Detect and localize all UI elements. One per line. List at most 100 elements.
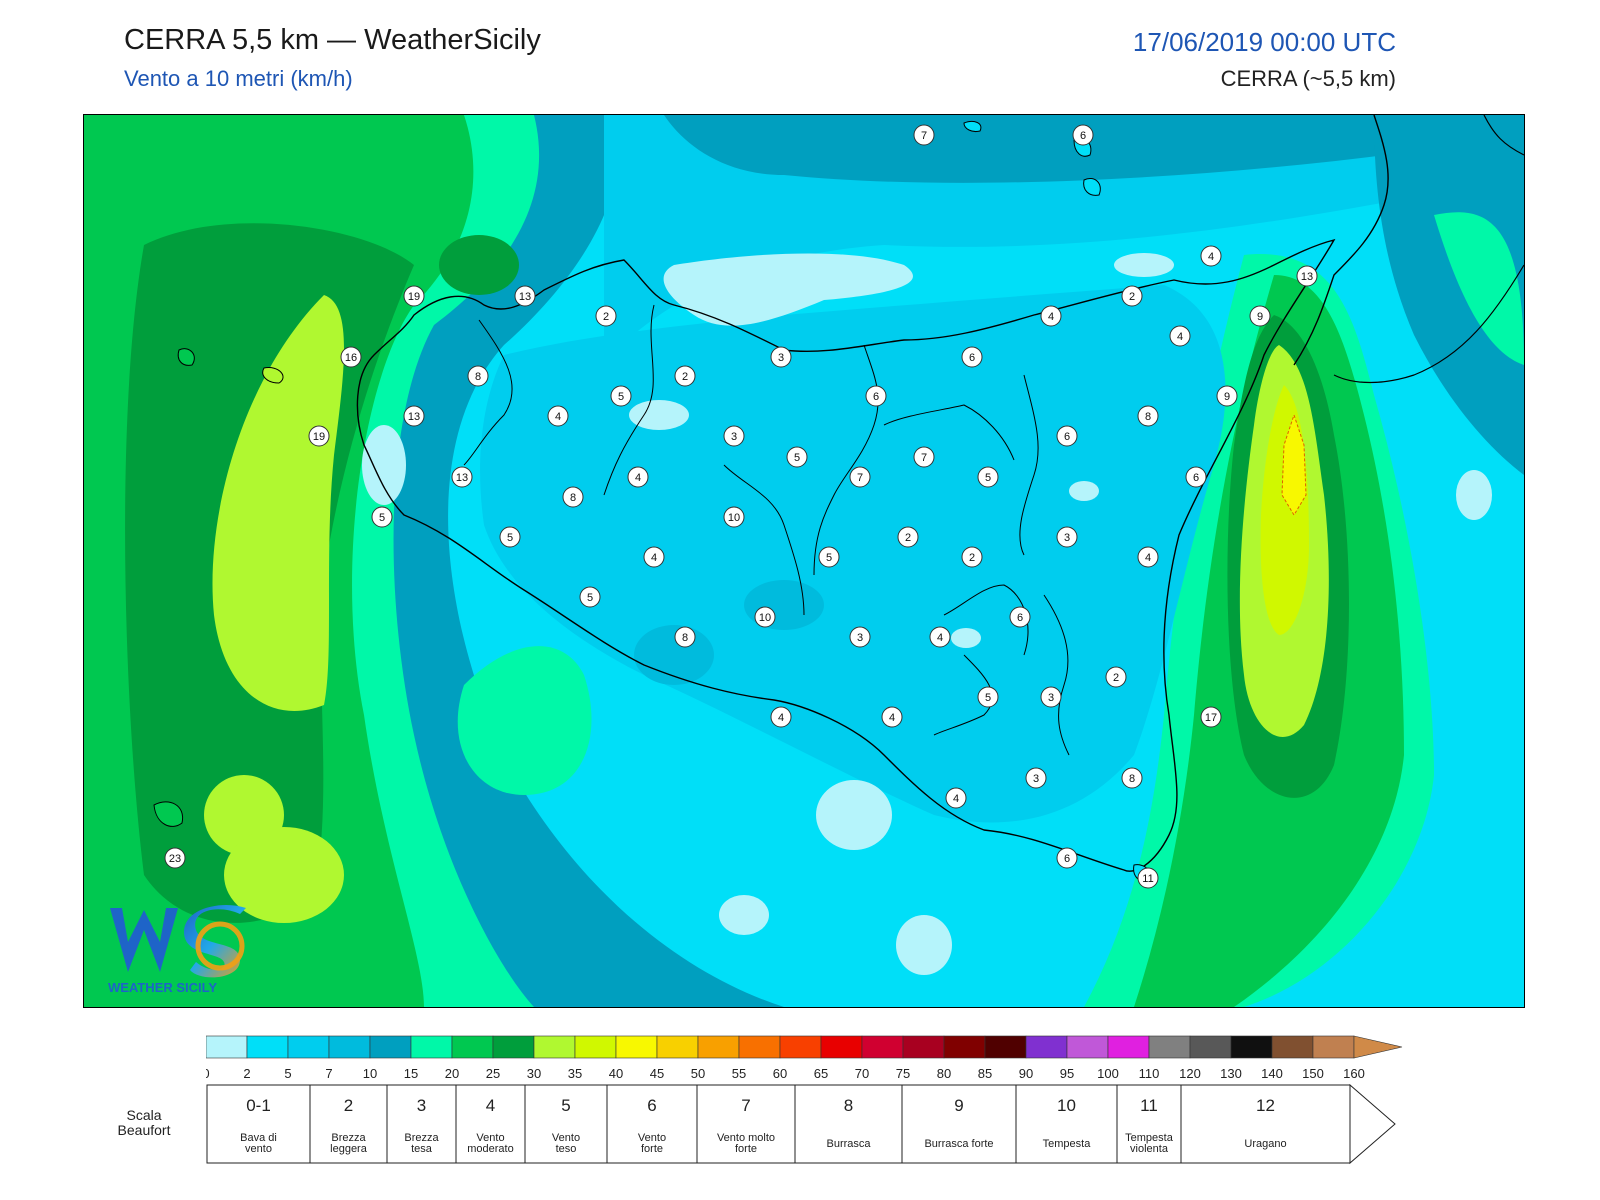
- beaufort-cell: 2 Brezza leggera: [309, 1084, 388, 1164]
- colorbar-tick-label: 140: [1261, 1066, 1283, 1081]
- station-circle: [674, 365, 696, 387]
- wind-map: 7 6 19 13 2 16 3 6 4 2 4 13 9 4 8 5 2 6 9 13 4 3 5 7 6 8 19 13 4 7 5 6 8…: [83, 114, 1525, 1008]
- colorbar-tick-label: 75: [896, 1066, 910, 1081]
- station-value: 5: [507, 532, 513, 544]
- station-marker: 5: [977, 686, 999, 708]
- station-value: 8: [682, 632, 688, 644]
- station-circle: [308, 425, 330, 447]
- station-circle: [1025, 767, 1047, 789]
- beaufort-description: Tempesta violenta: [1125, 1132, 1174, 1155]
- station-value: 19: [408, 291, 420, 303]
- station-value: 8: [1129, 773, 1135, 785]
- station-value: 4: [1208, 251, 1214, 263]
- station-value: 6: [1064, 431, 1070, 443]
- station-marker: 7: [849, 466, 871, 488]
- station-circle: [723, 425, 745, 447]
- colorbar-swatch: [492, 1035, 535, 1059]
- beaufort-description: Tempesta: [1043, 1138, 1092, 1150]
- station-circle: [164, 847, 186, 869]
- colorbar-tick-label: 20: [445, 1066, 459, 1081]
- station-marker: 2: [897, 526, 919, 548]
- station-value: 2: [682, 371, 688, 383]
- beaufort-number: 11: [1140, 1096, 1158, 1115]
- station-value: 5: [826, 552, 832, 564]
- colorbar-swatch: [861, 1035, 904, 1059]
- station-value: 5: [618, 391, 624, 403]
- colorbar-swatch: [1189, 1035, 1232, 1059]
- station-marker: 2: [961, 546, 983, 568]
- station-circle: [674, 626, 696, 648]
- valid-datetime: 17/06/2019 00:00 UTC: [1132, 27, 1396, 57]
- station-marker: 4: [643, 546, 665, 568]
- station-circle: [961, 546, 983, 568]
- station-value: 5: [985, 472, 991, 484]
- station-value: 13: [456, 472, 468, 484]
- station-value: 9: [1224, 391, 1230, 403]
- station-marker: 4: [627, 466, 649, 488]
- colorbar-swatch: [410, 1035, 453, 1059]
- station-marker: 11: [1137, 867, 1159, 889]
- beaufort-cell: 7 Vento molto forte: [696, 1084, 796, 1164]
- beaufort-description: Vento moderato: [467, 1132, 513, 1155]
- station-marker: 6: [961, 346, 983, 368]
- station-marker: 7: [913, 124, 935, 146]
- station-marker: 4: [770, 706, 792, 728]
- station-circle: [579, 586, 601, 608]
- station-value: 4: [1145, 552, 1151, 564]
- colorbar-tick-label: 60: [773, 1066, 787, 1081]
- beaufort-number: 6: [647, 1096, 656, 1115]
- station-value: 17: [1205, 712, 1217, 724]
- colorbar-swatch: [1107, 1035, 1150, 1059]
- beaufort-number: 8: [844, 1096, 853, 1115]
- colorbar-swatch: [902, 1035, 945, 1059]
- beaufort-description: Vento teso: [552, 1132, 580, 1155]
- station-marker: 6: [1009, 606, 1031, 628]
- station-circle: [595, 305, 617, 327]
- beaufort-arrow: [1349, 1084, 1396, 1165]
- beaufort-number: 10: [1057, 1096, 1076, 1115]
- station-circle: [913, 446, 935, 468]
- map-title: CERRA 5,5 km — WeatherSicily: [124, 24, 541, 56]
- station-value: 3: [1064, 532, 1070, 544]
- station-value: 2: [1113, 672, 1119, 684]
- station-marker: 5: [977, 466, 999, 488]
- station-value: 4: [555, 411, 561, 423]
- station-circle: [1121, 285, 1143, 307]
- station-marker: 13: [403, 405, 425, 427]
- station-circle: [340, 346, 362, 368]
- colorbar-tick-label: 2: [243, 1066, 250, 1081]
- colorbar-tick-label: 0: [206, 1066, 210, 1081]
- station-marker: 2: [1121, 285, 1143, 307]
- colorbar-tick-label: 150: [1302, 1066, 1324, 1081]
- station-circle: [547, 405, 569, 427]
- station-marker: 17: [1200, 706, 1222, 728]
- beaufort-cell: 11 Tempesta violenta: [1116, 1084, 1182, 1164]
- beaufort-cell: 12 Uragano: [1180, 1084, 1351, 1164]
- station-marker: 8: [562, 486, 584, 508]
- colorbar-swatch: [1271, 1035, 1314, 1059]
- colorbar-swatch: [1312, 1035, 1355, 1059]
- logo-text: WEATHER SICILY: [108, 980, 217, 995]
- station-circle: [1200, 706, 1222, 728]
- station-circle: [371, 506, 393, 528]
- station-marker: 19: [308, 425, 330, 447]
- station-circle: [627, 466, 649, 488]
- model-name: CERRA (~5,5 km): [1220, 66, 1396, 91]
- station-circle: [1137, 867, 1159, 889]
- station-value: 7: [921, 130, 927, 142]
- colorbar-swatch: [1066, 1035, 1109, 1059]
- colorbar-swatches: [206, 1035, 1403, 1059]
- colorbar-tick-label: 100: [1097, 1066, 1119, 1081]
- station-circle: [865, 385, 887, 407]
- station-value: 2: [905, 532, 911, 544]
- station-circle: [849, 626, 871, 648]
- colorbar-swatch: [779, 1035, 822, 1059]
- station-marker: 8: [674, 626, 696, 648]
- colorbar-tick-label: 95: [1060, 1066, 1074, 1081]
- colorbar-swatch: [656, 1035, 699, 1059]
- station-circle: [1121, 767, 1143, 789]
- station-circle: [881, 706, 903, 728]
- station-value: 6: [1193, 472, 1199, 484]
- station-circle: [1072, 124, 1094, 146]
- station-value: 10: [728, 512, 740, 524]
